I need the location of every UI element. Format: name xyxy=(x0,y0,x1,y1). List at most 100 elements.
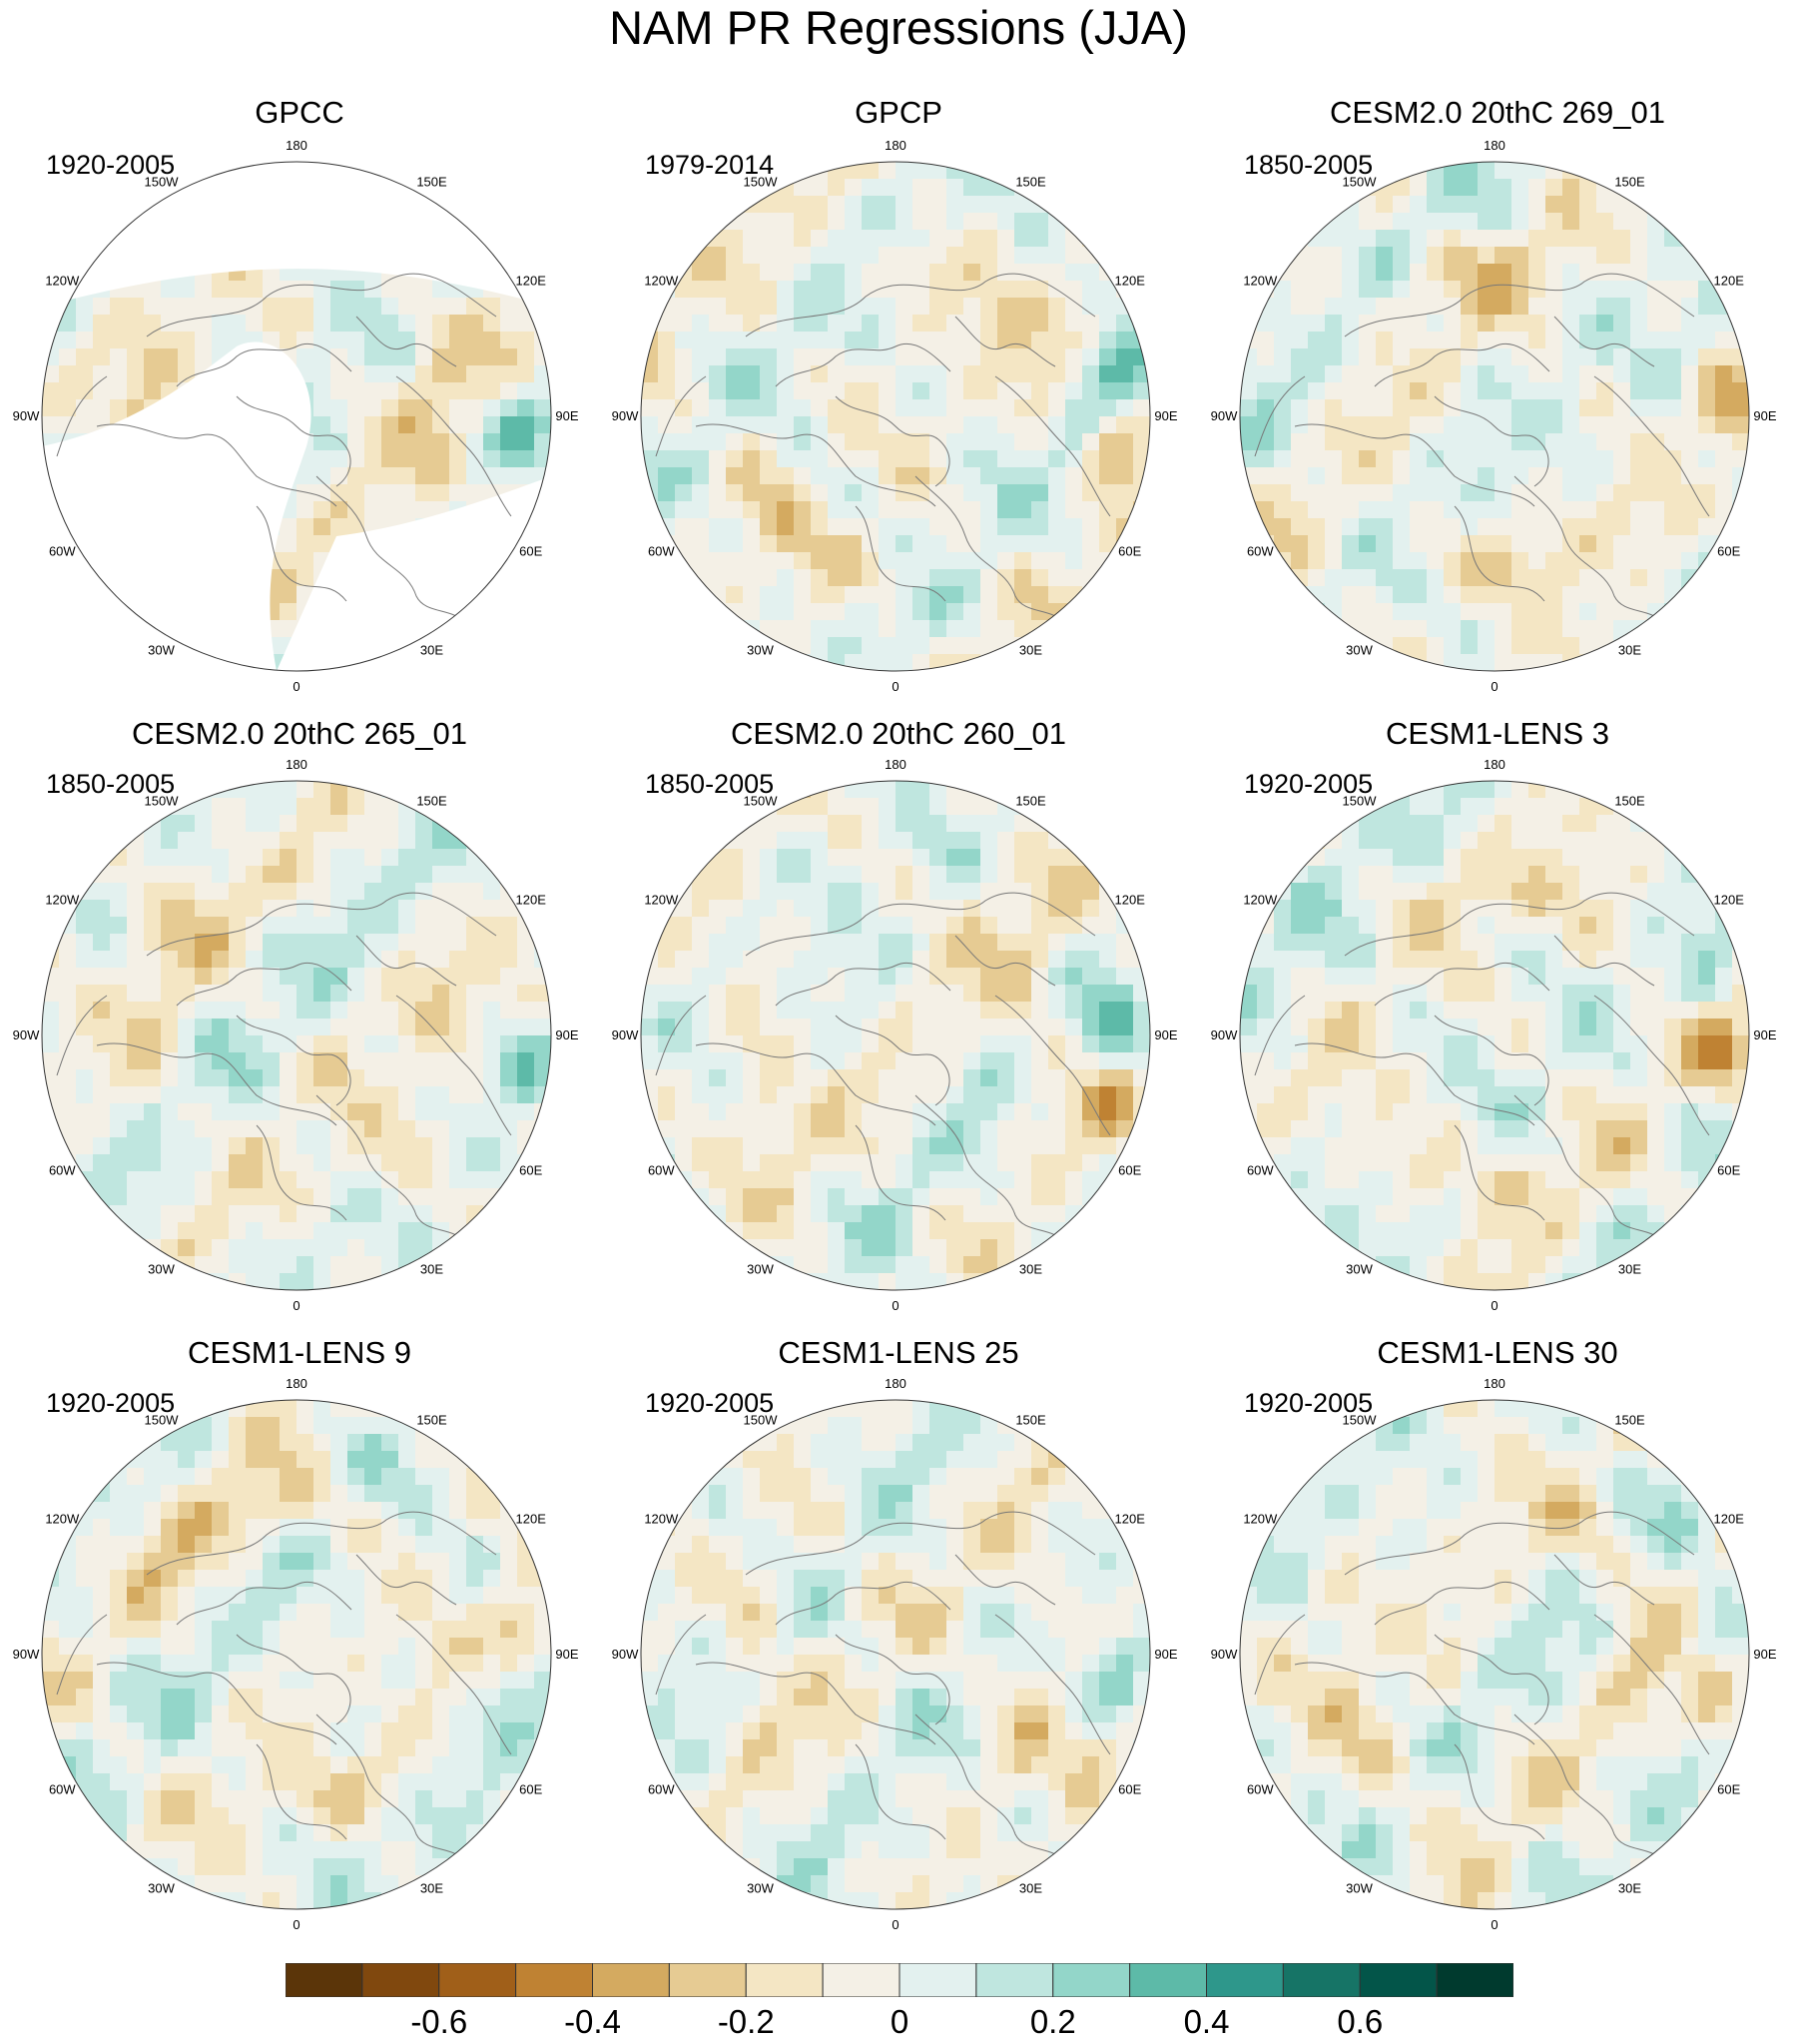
field-cell xyxy=(1596,900,1614,918)
field-cell xyxy=(1274,213,1292,231)
field-cell xyxy=(760,450,778,468)
field-cell xyxy=(862,247,880,265)
field-cell xyxy=(466,433,484,451)
field-cell xyxy=(229,798,247,816)
field-cell xyxy=(330,365,348,383)
field-cell xyxy=(483,315,501,333)
field-cell xyxy=(178,866,196,884)
field-cell xyxy=(212,849,230,867)
field-cell xyxy=(1579,399,1597,417)
field-cell xyxy=(1427,637,1445,655)
field-cell xyxy=(1427,467,1445,485)
field-cell xyxy=(517,968,535,986)
field-cell xyxy=(1133,179,1150,197)
field-cell xyxy=(675,332,693,349)
field-cell xyxy=(161,1002,179,1020)
field-cell xyxy=(59,416,77,434)
field-cell xyxy=(1257,348,1275,366)
field-cell xyxy=(330,416,348,434)
field-cell xyxy=(42,781,60,799)
field-cell xyxy=(1478,849,1496,867)
field-cell xyxy=(1545,968,1563,986)
field-cell xyxy=(1257,832,1275,850)
field-cell xyxy=(641,586,659,604)
field-cell xyxy=(313,781,331,799)
field-cell xyxy=(381,900,399,918)
field-cell xyxy=(1511,815,1529,833)
field-cell xyxy=(1257,603,1275,621)
field-cell xyxy=(466,382,484,400)
field-cell xyxy=(381,968,399,986)
field-cell xyxy=(726,1256,744,1274)
field-cell xyxy=(1579,264,1597,282)
field-cell xyxy=(42,1103,60,1121)
field-cell xyxy=(1715,450,1733,468)
field-cell xyxy=(246,1120,264,1138)
field-cell xyxy=(963,1002,981,1020)
field-cell xyxy=(1325,968,1343,986)
field-cell xyxy=(229,1188,247,1206)
field-cell xyxy=(743,1002,761,1020)
field-cell xyxy=(980,620,998,638)
field-cell xyxy=(1495,332,1512,349)
field-cell xyxy=(794,866,812,884)
field-cell xyxy=(1082,1239,1100,1257)
field-cell xyxy=(42,162,60,180)
field-cell xyxy=(658,348,676,366)
field-cell xyxy=(76,230,94,248)
field-cell xyxy=(161,934,179,952)
field-cell xyxy=(879,315,897,333)
field-cell xyxy=(313,1120,331,1138)
field-cell xyxy=(229,815,247,833)
field-cell xyxy=(743,917,761,935)
longitude-label: 30W xyxy=(1346,643,1373,658)
field-cell xyxy=(1031,569,1049,587)
field-cell xyxy=(1681,450,1699,468)
field-cell xyxy=(297,484,314,502)
field-cell xyxy=(1308,900,1326,918)
map-panel: CESM1-LENS 3 1920-2005 180 150E 120E 90E 60E 30… xyxy=(1198,714,1797,1333)
field-cell xyxy=(828,815,846,833)
field-cell xyxy=(743,348,761,366)
field-cell xyxy=(912,1035,930,1053)
field-cell xyxy=(517,586,535,604)
field-cell xyxy=(1133,815,1150,833)
field-cell xyxy=(500,832,518,850)
field-cell xyxy=(963,382,981,400)
field-cell xyxy=(1116,849,1134,867)
field-cell xyxy=(1031,1035,1049,1053)
field-cell xyxy=(1528,603,1546,621)
field-cell xyxy=(709,866,727,884)
field-cell xyxy=(364,348,382,366)
field-cell xyxy=(466,332,484,349)
field-cell xyxy=(1732,815,1749,833)
field-cell xyxy=(1393,450,1411,468)
field-cell xyxy=(828,586,846,604)
field-cell xyxy=(432,1205,450,1223)
field-cell xyxy=(963,1120,981,1138)
field-cell xyxy=(1291,213,1309,231)
field-cell xyxy=(1116,365,1134,383)
field-cell xyxy=(828,620,846,638)
field-cell xyxy=(93,968,111,986)
field-cell xyxy=(811,968,829,986)
field-cell xyxy=(313,798,331,816)
field-cell xyxy=(347,433,365,451)
field-cell xyxy=(1065,849,1083,867)
field-cell xyxy=(997,1120,1015,1138)
field-cell xyxy=(313,467,331,485)
field-cell xyxy=(709,281,727,299)
field-cell xyxy=(195,1120,213,1138)
field-cell xyxy=(449,179,467,197)
field-cell xyxy=(347,1154,365,1172)
field-cell xyxy=(1427,433,1445,451)
field-cell xyxy=(1359,298,1377,316)
field-cell xyxy=(330,1171,348,1189)
field-cell xyxy=(398,365,416,383)
field-cell xyxy=(658,985,676,1003)
field-cell xyxy=(777,1052,795,1070)
field-cell xyxy=(1099,399,1117,417)
field-cell xyxy=(1562,247,1580,265)
field-cell xyxy=(263,1154,281,1172)
field-cell xyxy=(161,1171,179,1189)
